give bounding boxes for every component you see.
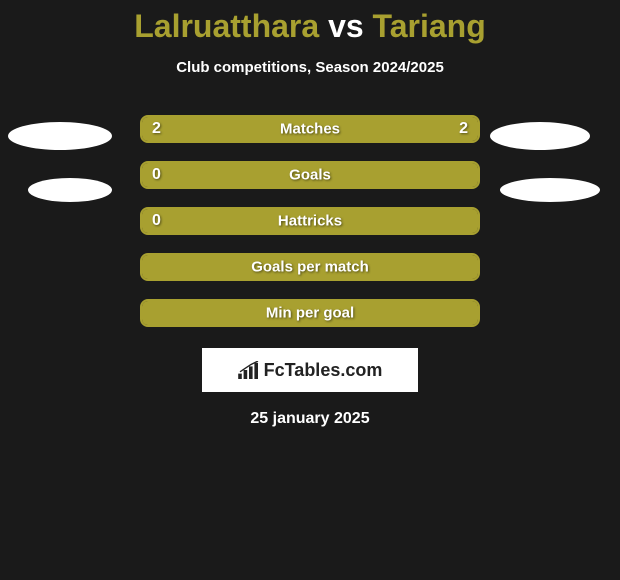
vs-text: vs — [328, 8, 364, 44]
stat-value-left: 0 — [152, 212, 161, 230]
stat-bar: Min per goal — [140, 299, 480, 327]
stat-label: Matches — [280, 121, 340, 138]
stat-label: Hattricks — [278, 213, 342, 230]
logo-text: FcTables.com — [264, 360, 383, 381]
stat-label: Goals — [289, 167, 331, 184]
player1-name: Lalruatthara — [134, 8, 319, 44]
stat-bar: Matches 2 2 — [140, 115, 480, 143]
stat-bar: Goals per match — [140, 253, 480, 281]
stat-value-left: 2 — [152, 120, 161, 138]
stat-bar: Goals 0 — [140, 161, 480, 189]
logo: FcTables.com — [238, 360, 383, 381]
stat-row: Hattricks 0 — [0, 198, 620, 244]
stat-value-left: 0 — [152, 166, 161, 184]
logo-box: FcTables.com — [202, 348, 418, 392]
stat-value-right: 2 — [459, 120, 468, 138]
player2-name: Tariang — [373, 8, 486, 44]
subtitle: Club competitions, Season 2024/2025 — [0, 59, 620, 76]
snapshot-date: 25 january 2025 — [0, 410, 620, 428]
stat-row: Min per goal — [0, 290, 620, 336]
decorative-ellipse — [500, 178, 600, 202]
decorative-ellipse — [28, 178, 112, 202]
page-title: Lalruatthara vs Tariang — [0, 0, 620, 45]
stat-row: Goals per match — [0, 244, 620, 290]
stat-label: Min per goal — [266, 305, 354, 322]
decorative-ellipse — [490, 122, 590, 150]
stat-bar: Hattricks 0 — [140, 207, 480, 235]
decorative-ellipse — [8, 122, 112, 150]
bar-chart-icon — [238, 361, 260, 379]
stat-label: Goals per match — [251, 259, 369, 276]
comparison-widget: Lalruatthara vs Tariang Club competition… — [0, 0, 620, 580]
